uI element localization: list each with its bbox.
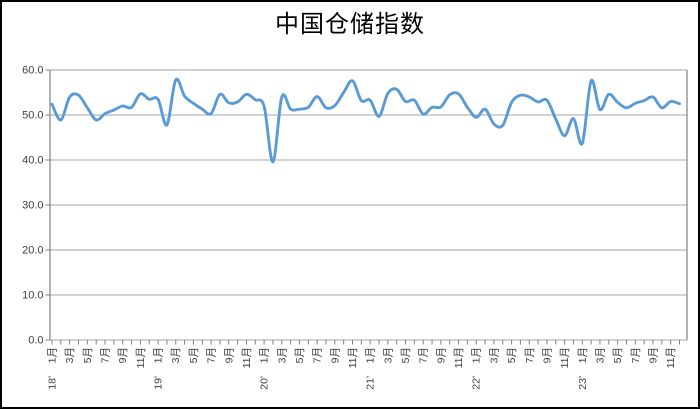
svg-text:5月: 5月 (612, 347, 624, 363)
svg-text:7月: 7月 (312, 347, 324, 363)
svg-text:18': 18' (47, 376, 59, 390)
svg-text:7月: 7月 (418, 347, 430, 363)
svg-text:9月: 9月 (435, 347, 447, 363)
svg-text:9月: 9月 (223, 347, 235, 363)
svg-text:9月: 9月 (117, 347, 129, 363)
svg-text:5月: 5月 (400, 347, 412, 363)
svg-text:22': 22' (471, 376, 483, 390)
svg-text:7月: 7月 (524, 347, 536, 363)
svg-text:11月: 11月 (665, 347, 677, 368)
svg-text:9月: 9月 (647, 347, 659, 363)
y-axis-labels: 0.0 10.0 20.0 30.0 40.0 50.0 60.0 (22, 65, 43, 347)
svg-text:23': 23' (577, 376, 589, 390)
svg-text:1月: 1月 (259, 347, 271, 363)
chart-title: 中国仓储指数 (275, 11, 425, 38)
svg-text:20.0: 20.0 (22, 245, 43, 257)
svg-text:1月: 1月 (153, 347, 165, 363)
svg-text:11月: 11月 (453, 347, 465, 368)
svg-text:1月: 1月 (47, 347, 59, 363)
x-axis-year-labels: 18' 19' 20' 21' 22' 23' (47, 376, 589, 390)
svg-text:3月: 3月 (64, 347, 76, 363)
svg-text:1月: 1月 (577, 347, 589, 363)
svg-text:3月: 3月 (276, 347, 288, 363)
svg-text:0.0: 0.0 (28, 335, 43, 347)
svg-text:7月: 7月 (206, 347, 218, 363)
svg-text:3月: 3月 (170, 347, 182, 363)
svg-text:40.0: 40.0 (22, 155, 43, 167)
x-axis-month-labels: 1月 3月 5月 7月 9月 11月 1月 3月 5月 7月 9月 11月 1月 3月 5月 7月 9月 11月 1… (47, 347, 678, 368)
svg-text:1月: 1月 (365, 347, 377, 363)
svg-text:3月: 3月 (594, 347, 606, 363)
svg-text:20': 20' (259, 376, 271, 390)
gridlines (50, 69, 687, 341)
svg-text:11月: 11月 (347, 347, 359, 368)
svg-text:30.0: 30.0 (22, 200, 43, 212)
svg-text:9月: 9月 (329, 347, 341, 363)
svg-text:5月: 5月 (188, 347, 200, 363)
axis-ticks (45, 69, 680, 345)
svg-text:3月: 3月 (382, 347, 394, 363)
svg-text:5月: 5月 (294, 347, 306, 363)
series-line-warehousing-index (50, 77, 681, 164)
svg-text:10.0: 10.0 (22, 290, 43, 302)
svg-text:5月: 5月 (506, 347, 518, 363)
svg-text:7月: 7月 (100, 347, 112, 363)
svg-text:5月: 5月 (82, 347, 94, 363)
svg-text:19': 19' (153, 376, 165, 390)
svg-text:3月: 3月 (488, 347, 500, 363)
svg-text:1月: 1月 (471, 347, 483, 363)
svg-text:11月: 11月 (241, 347, 253, 368)
svg-text:11月: 11月 (135, 347, 147, 368)
svg-text:11月: 11月 (559, 347, 571, 368)
svg-text:9月: 9月 (541, 347, 553, 363)
svg-text:7月: 7月 (630, 347, 642, 363)
svg-text:60.0: 60.0 (22, 65, 43, 77)
svg-text:21': 21' (365, 376, 377, 390)
svg-text:50.0: 50.0 (22, 110, 43, 122)
